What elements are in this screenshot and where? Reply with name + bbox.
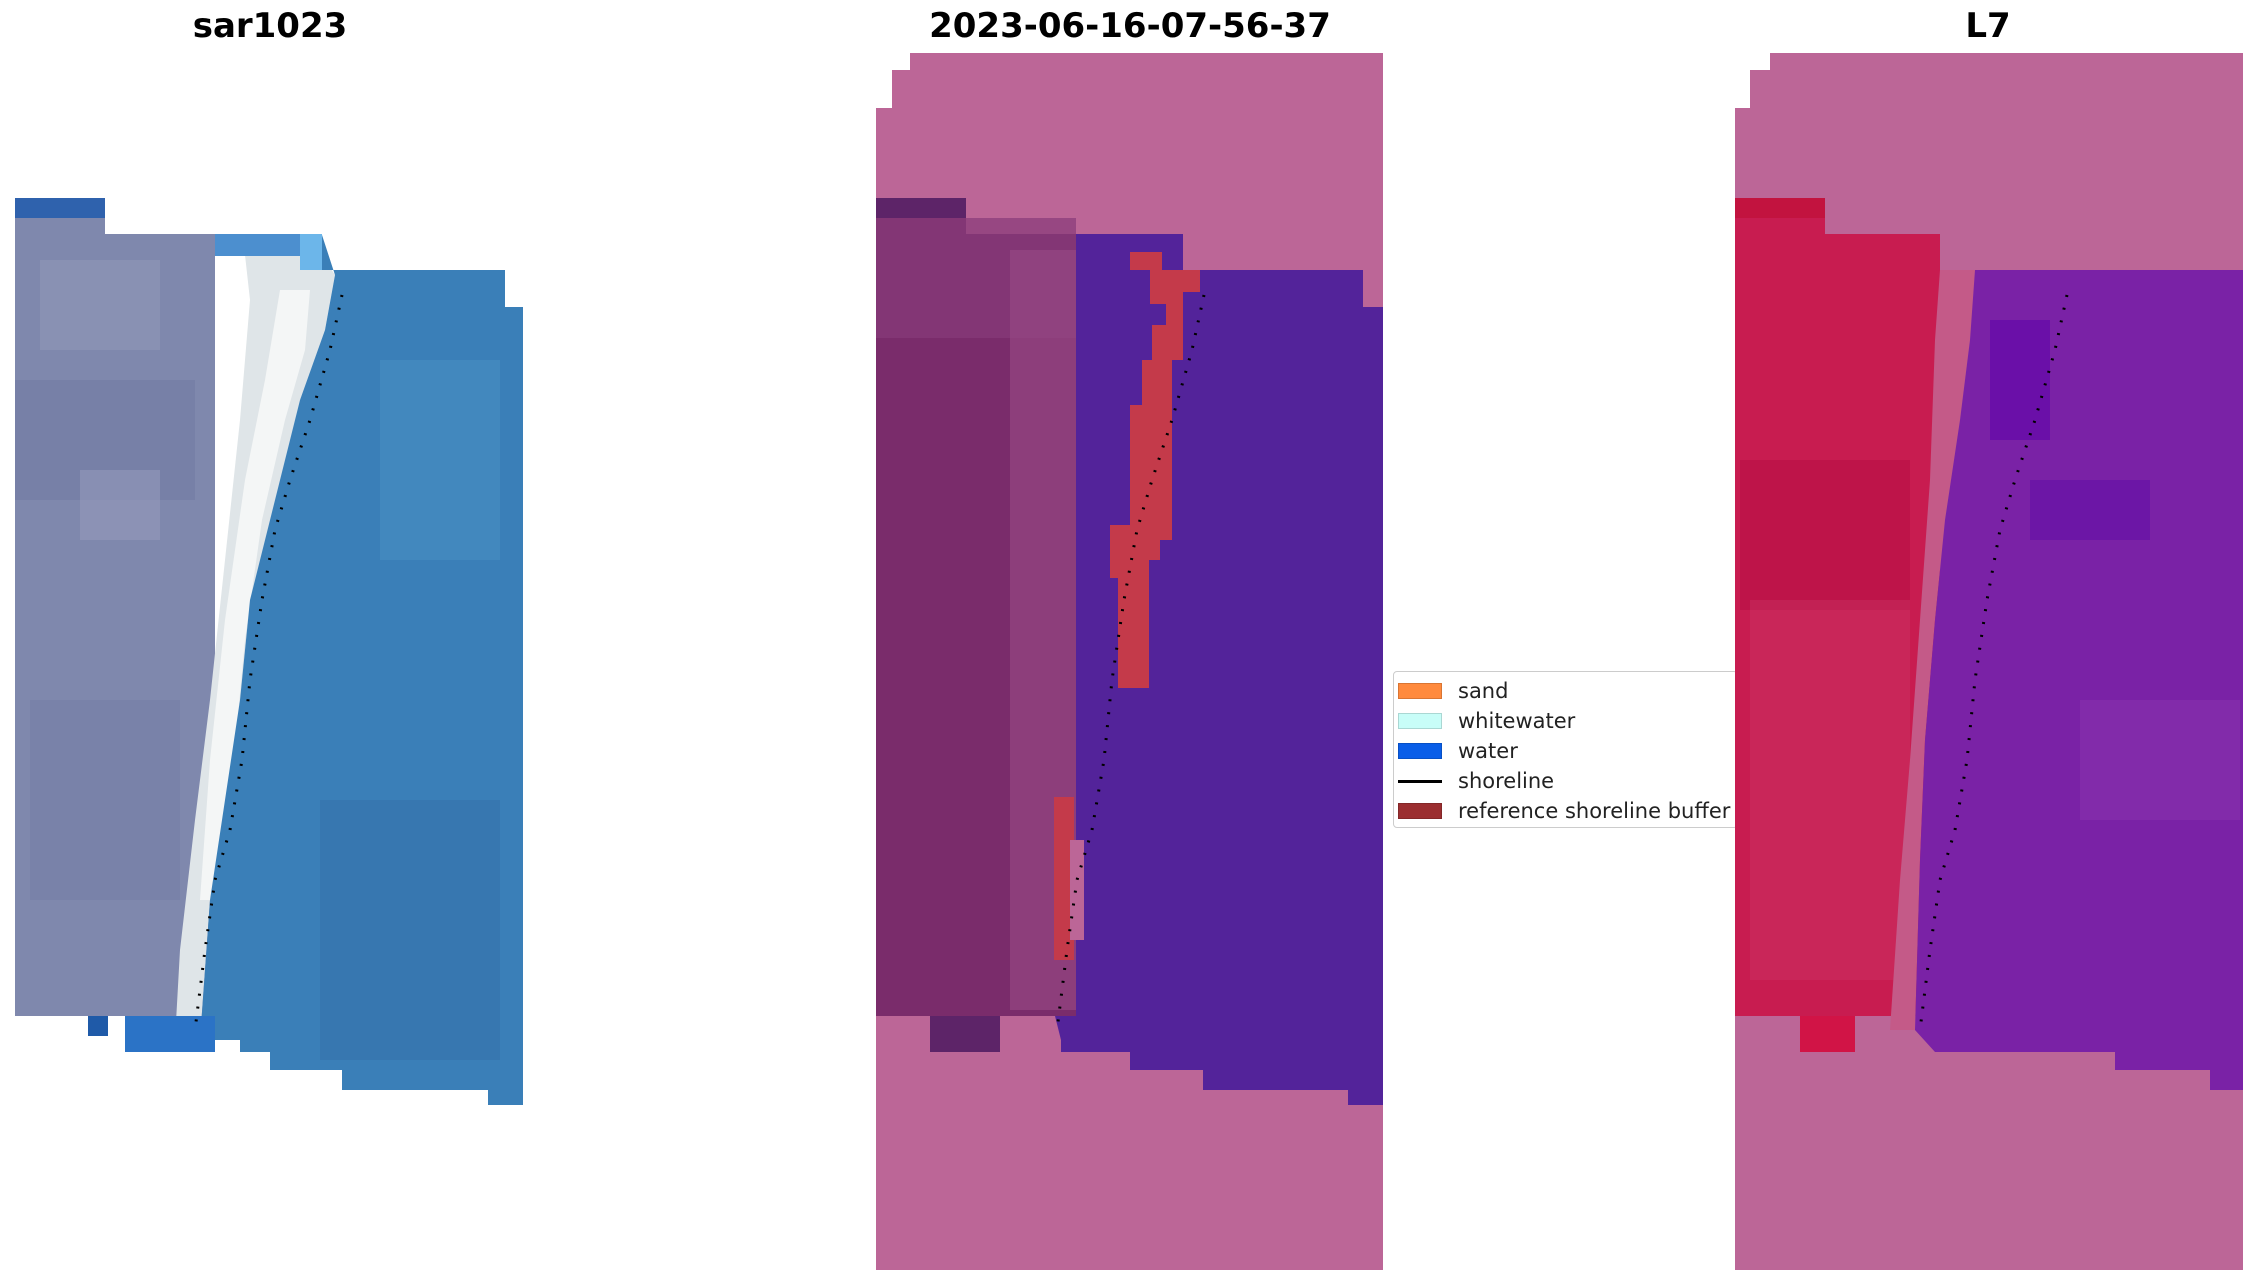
legend-label: whitewater xyxy=(1458,709,1576,733)
index-land-shade xyxy=(1800,1016,1855,1052)
index-land-shade xyxy=(1735,198,1825,218)
buffer-region xyxy=(1054,797,1074,960)
legend-item-sand: sand xyxy=(1398,677,1508,705)
index-water-shade xyxy=(1990,320,2050,440)
shoreline-swatch xyxy=(1398,779,1442,783)
shoreline-line xyxy=(1055,294,1206,1031)
whitewater-swatch xyxy=(1398,713,1442,729)
index-water-shade xyxy=(2030,480,2150,540)
index-land-shade xyxy=(1740,460,1910,610)
rgb-land-shade xyxy=(30,700,180,900)
rgb-water-patch xyxy=(215,234,322,256)
legend-label: sand xyxy=(1458,679,1509,703)
buffer-region xyxy=(1110,252,1200,688)
shoreline-line xyxy=(1918,294,2069,1031)
legend-item-buffer: reference shoreline buffer xyxy=(1398,797,1730,825)
legend-label: water xyxy=(1458,739,1518,763)
buffer-edge xyxy=(1070,840,1084,940)
rgb-land-shade xyxy=(40,260,160,350)
rgb-water-patch xyxy=(300,234,322,270)
index-water-region xyxy=(1915,270,2243,1090)
legend: sand whitewater water shoreline referenc… xyxy=(1393,671,1738,828)
legend-item-whitewater: whitewater xyxy=(1398,707,1575,735)
panel-title-index: L7 xyxy=(1965,6,2011,46)
water-swatch xyxy=(1398,743,1442,759)
rgb-water-patch xyxy=(88,1016,108,1036)
rgb-water-patch xyxy=(380,360,500,560)
rgb-whitewater-core xyxy=(200,290,310,900)
rgb-image xyxy=(15,198,523,1105)
panel-title-rgb: sar1023 xyxy=(192,6,348,46)
legend-item-water: water xyxy=(1398,737,1518,765)
sand-swatch xyxy=(1398,683,1442,699)
panel-title-classification: 2023-06-16-07-56-37 xyxy=(929,6,1331,46)
rgb-water-patch xyxy=(125,1016,215,1052)
class-land-shade xyxy=(876,198,966,218)
class-land-shade xyxy=(930,1016,1000,1052)
shoreline-line xyxy=(193,294,344,1031)
legend-label: reference shoreline buffer xyxy=(1458,799,1731,823)
index-water-shade xyxy=(2080,700,2240,820)
rgb-land-shade xyxy=(80,470,160,540)
rgb-land-shade xyxy=(15,198,105,218)
buffer-swatch xyxy=(1398,803,1442,819)
classification-panel xyxy=(876,53,1383,1270)
index-panel xyxy=(1735,53,2243,1270)
index-land-shade xyxy=(1750,600,1910,980)
legend-label: shoreline xyxy=(1458,769,1555,793)
legend-item-shoreline: shoreline xyxy=(1398,767,1554,795)
rgb-image-panel xyxy=(15,198,523,1105)
class-water-region xyxy=(1055,234,1383,1105)
rgb-water-patch xyxy=(320,800,500,1060)
